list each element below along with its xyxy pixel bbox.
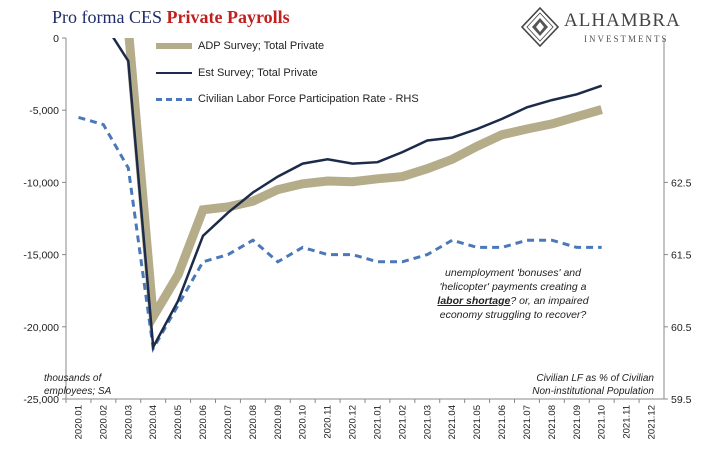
right-unit-line-2: Non-institutional Population bbox=[532, 386, 654, 397]
y-left-tick-label: -20,000 bbox=[23, 322, 59, 334]
left-unit-line-2: employees; SA bbox=[44, 386, 112, 397]
x-tick-label: 2021.05 bbox=[472, 405, 483, 439]
left-unit-line-1: thousands of bbox=[44, 373, 102, 384]
legend-swatch-adp bbox=[156, 43, 192, 49]
x-tick-label: 2021.11 bbox=[622, 405, 633, 439]
x-tick-label: 2020.05 bbox=[173, 405, 184, 439]
x-tick-label: 2021.06 bbox=[497, 405, 508, 439]
chart-title: Pro forma CES Private Payrolls bbox=[52, 7, 290, 28]
chart-axes: 0 -5,000 -10,000 -15,000 -20,000 -25,000 62.5 6… bbox=[23, 33, 691, 439]
x-tick-label: 2020.12 bbox=[348, 405, 359, 439]
annotation-note: unemployment 'bonuses' and 'helicopter' … bbox=[400, 266, 626, 322]
x-tick-label: 2020.03 bbox=[123, 405, 134, 439]
logo-name: ALHAMBRA bbox=[564, 10, 681, 31]
x-tick-label: 2021.10 bbox=[597, 405, 608, 439]
y-left-tick-label: -10,000 bbox=[23, 177, 59, 189]
logo-subtitle: INVESTMENTS bbox=[584, 34, 669, 44]
note-line-4: economy struggling to recover? bbox=[439, 309, 587, 321]
diamond-logo-icon bbox=[520, 6, 560, 48]
series-line-est bbox=[112, 38, 603, 352]
legend-swatch-lfpr bbox=[156, 98, 192, 101]
y-right-tick-label: 62.5 bbox=[671, 177, 692, 189]
y-right-tick-label: 59.5 bbox=[671, 394, 692, 406]
x-tick-label: 2020.04 bbox=[148, 405, 159, 439]
x-tick-label: 2021.09 bbox=[572, 405, 583, 439]
x-tick-label: 2020.10 bbox=[298, 405, 309, 439]
note-line-3: labor shortage? or, an impaired bbox=[400, 294, 626, 308]
x-tick-label: 2020.02 bbox=[98, 405, 109, 439]
legend-label-est: Est Survey; Total Private bbox=[198, 67, 318, 79]
x-tick-label: 2020.09 bbox=[273, 405, 284, 439]
x-tick-label: 2021.01 bbox=[372, 405, 383, 439]
chart-title-part1: Pro forma CES bbox=[52, 7, 167, 27]
x-tick-label: 2021.02 bbox=[397, 405, 408, 439]
brand-logo: ALHAMBRA INVESTMENTS bbox=[520, 6, 700, 48]
x-tick-label: 2021.07 bbox=[522, 405, 533, 439]
legend-label-adp: ADP Survey; Total Private bbox=[198, 40, 325, 52]
note-emphasis: labor shortage bbox=[437, 295, 511, 307]
legend-label-lfpr: Civilian Labor Force Participation Rate … bbox=[198, 93, 419, 105]
x-tick-label: 2020.08 bbox=[248, 405, 259, 439]
x-tick-label: 2021.12 bbox=[647, 405, 658, 439]
x-tick-label: 2020.06 bbox=[198, 405, 209, 439]
legend-swatch-est bbox=[156, 72, 192, 74]
y-left-tick-label: -15,000 bbox=[23, 250, 59, 262]
right-axis-unit-note: Civilian LF as % of Civilian Non-institu… bbox=[520, 372, 654, 398]
right-unit-line-1: Civilian LF as % of Civilian bbox=[536, 373, 654, 384]
left-axis-unit-note: thousands of employees; SA bbox=[44, 372, 111, 398]
chart-series-layer bbox=[78, 38, 603, 354]
x-tick-label: 2020.11 bbox=[323, 405, 334, 439]
chart-title-part2: Private Payrolls bbox=[166, 7, 290, 27]
series-line-adp bbox=[124, 38, 603, 332]
x-tick-label: 2021.04 bbox=[447, 405, 458, 439]
y-left-tick-label: 0 bbox=[53, 33, 59, 45]
y-left-tick-label: -5,000 bbox=[29, 105, 59, 117]
x-tick-label: 2020.07 bbox=[223, 405, 234, 439]
x-tick-label: 2021.08 bbox=[547, 405, 558, 439]
note-line-3-rest: ? or, an impaired bbox=[510, 295, 589, 307]
x-tick-label: 2021.03 bbox=[422, 405, 433, 439]
y-right-tick-label: 60.5 bbox=[671, 322, 692, 334]
x-tick-label: 2020.01 bbox=[73, 405, 84, 439]
note-line-2: 'helicopter' payments creating a bbox=[439, 281, 587, 293]
note-line-1: unemployment 'bonuses' and bbox=[445, 267, 581, 279]
y-right-tick-label: 61.5 bbox=[671, 250, 692, 262]
y-left-tick-label: -25,000 bbox=[23, 394, 59, 406]
